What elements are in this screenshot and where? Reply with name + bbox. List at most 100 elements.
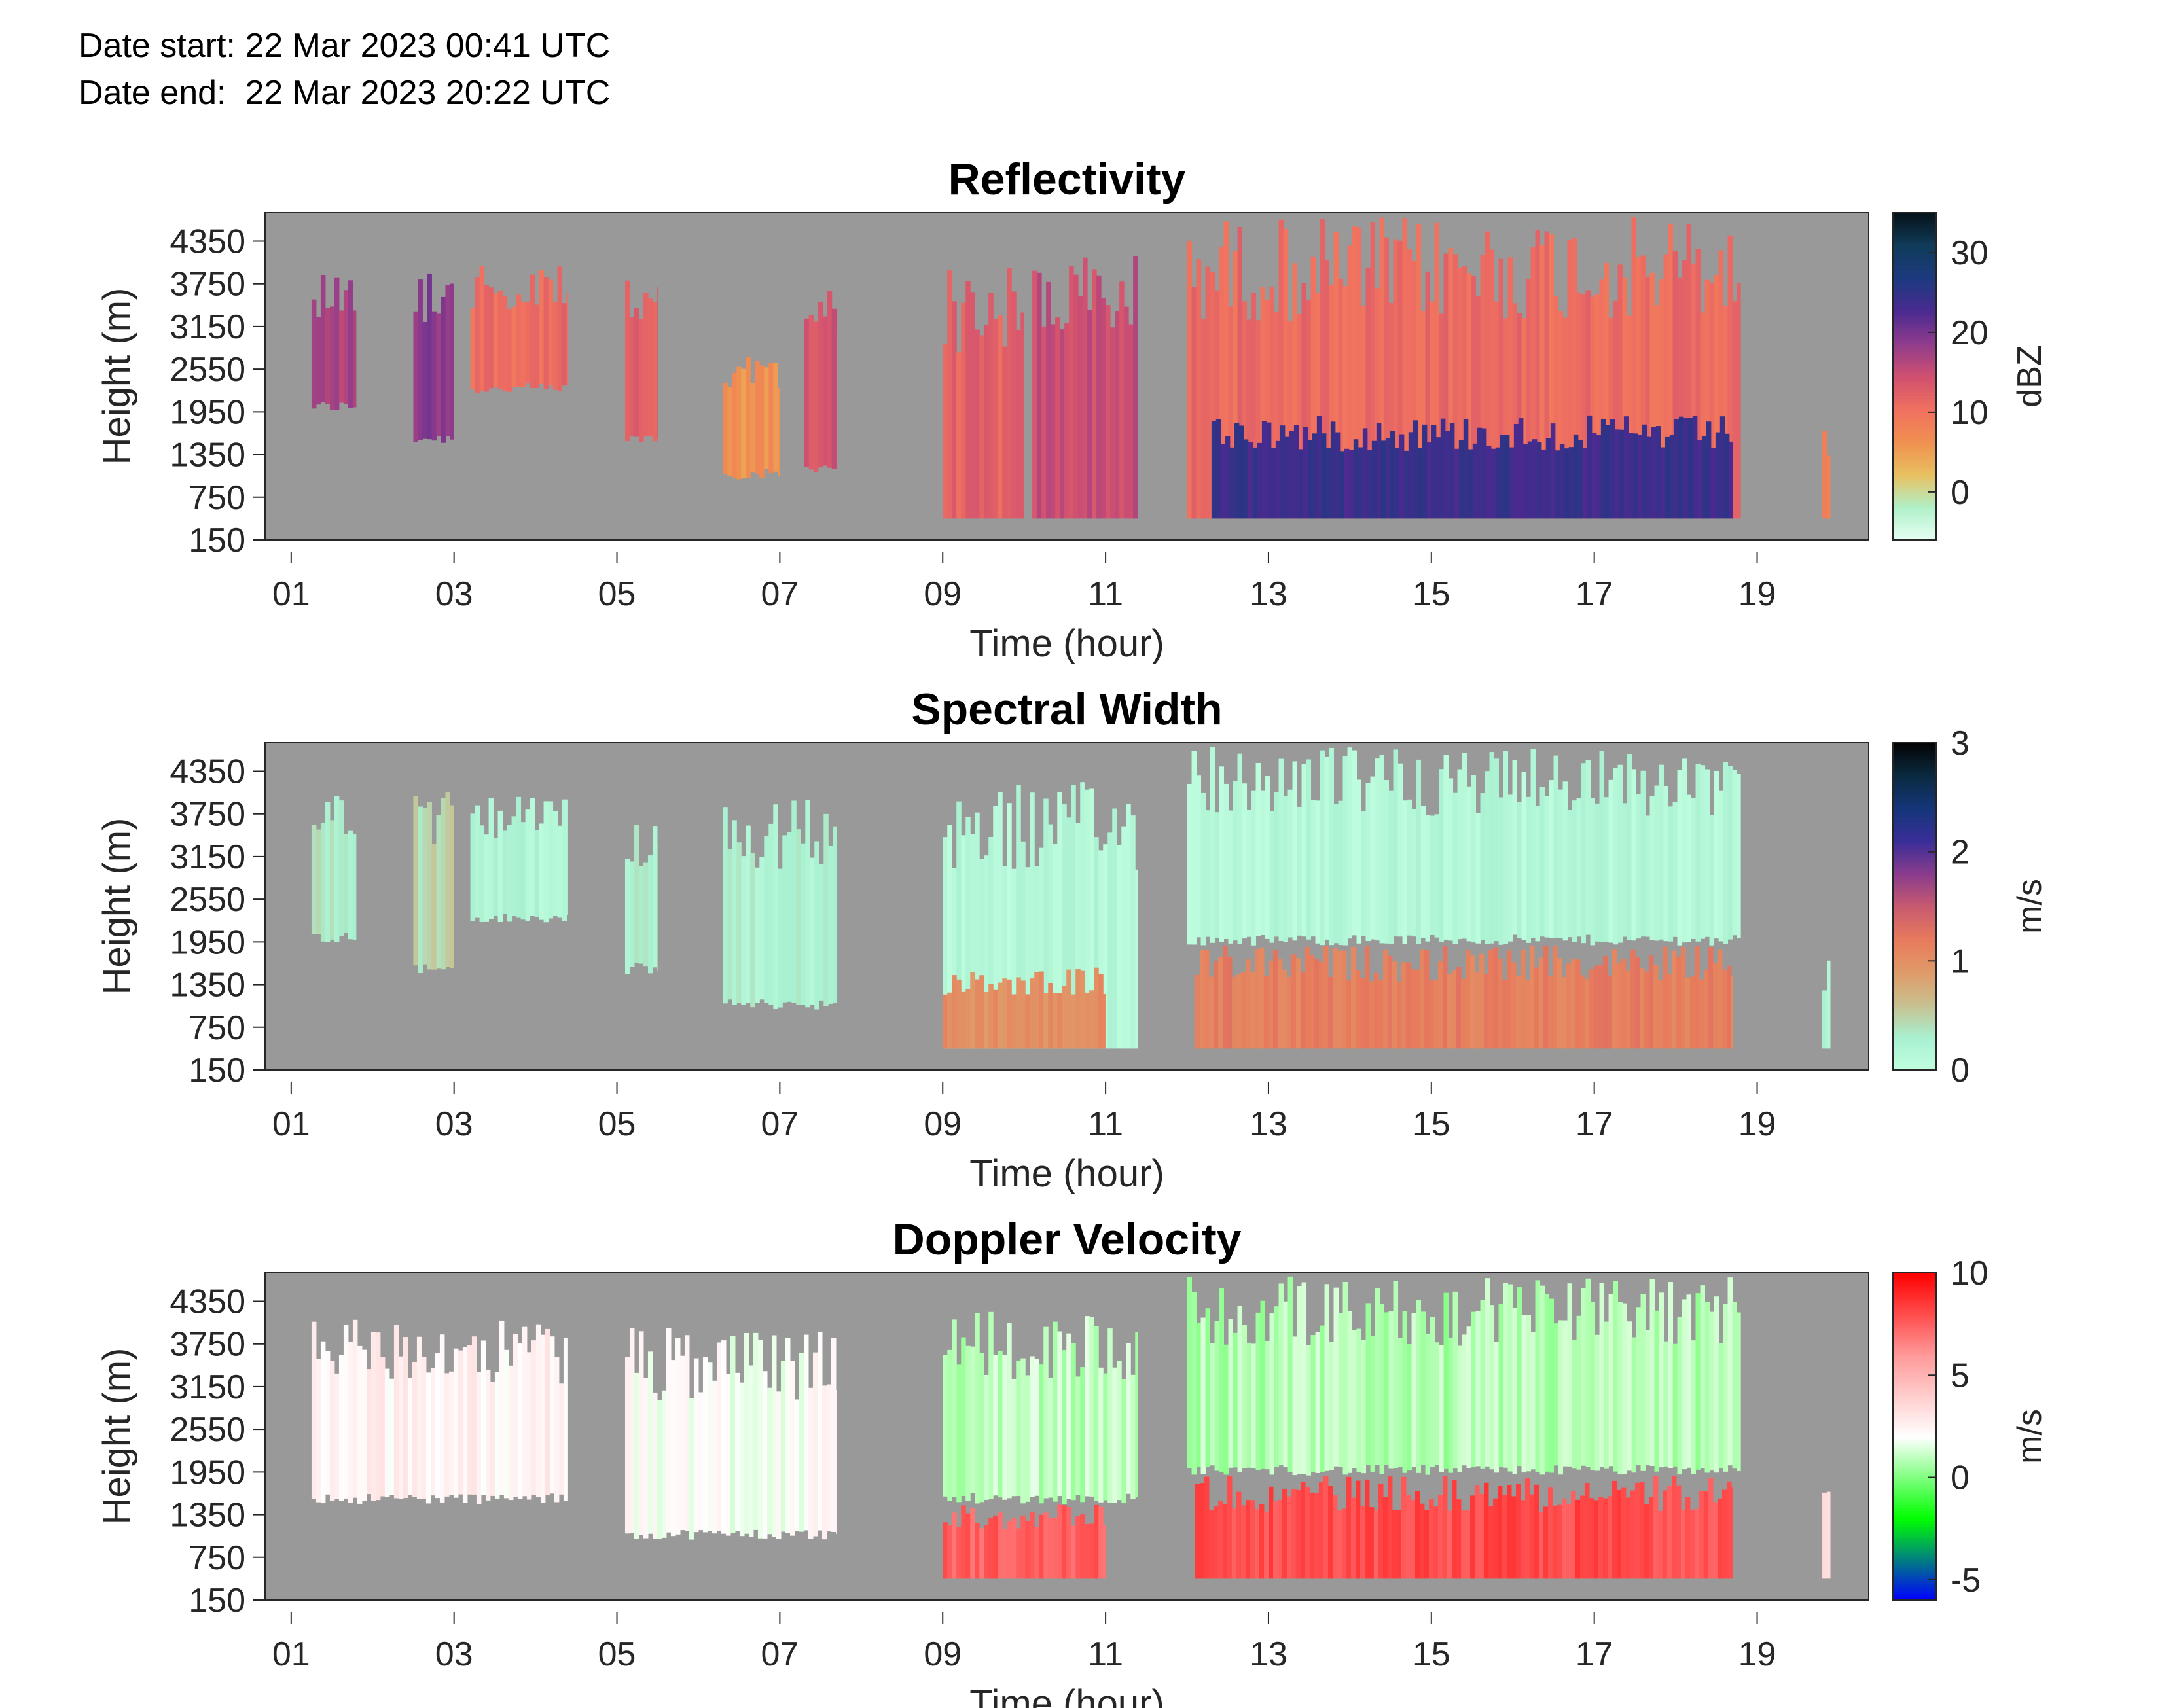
doppler-velocity-ylabel: Height (m) xyxy=(96,1348,138,1525)
spectral-width-xtick-label: 15 xyxy=(1413,1105,1450,1143)
doppler-velocity-xtick-label: 03 xyxy=(435,1635,473,1673)
reflectivity-ylabel: Height (m) xyxy=(96,288,138,465)
reflectivity-cell-8 xyxy=(1187,217,1741,519)
spectral-width-cell-8 xyxy=(1195,945,1733,1049)
spectral-width-ytick-label: 150 xyxy=(189,1052,245,1090)
reflectivity-cell-5 xyxy=(804,291,837,472)
date-start-label: Date start: 22 Mar 2023 00:41 UTC xyxy=(79,27,611,65)
reflectivity-cell-0 xyxy=(311,274,357,410)
reflectivity-ytick-label: 3150 xyxy=(170,308,245,346)
reflectivity-cells xyxy=(311,217,1831,519)
doppler-velocity-xtick-label: 11 xyxy=(1088,1635,1123,1673)
doppler-velocity-ytick-label: 750 xyxy=(189,1539,245,1577)
doppler-velocity-cell-2 xyxy=(943,1311,1138,1504)
doppler-velocity-colorbar: -5 0 5 10 m/s xyxy=(1892,1254,2049,1601)
reflectivity-colorbar-tick-label: 20 xyxy=(1951,314,1989,352)
doppler-velocity-xtick-label: 13 xyxy=(1250,1635,1287,1673)
spectral-width-colorbar: 0 1 2 3 m/s xyxy=(1892,724,2049,1090)
spectral-width-xtick-label: 11 xyxy=(1088,1105,1123,1143)
spectral-width-cell-1 xyxy=(413,792,454,974)
doppler-velocity-colorbar-tick-label: 10 xyxy=(1951,1254,1989,1292)
reflectivity-cell-4 xyxy=(723,357,780,480)
reflectivity-xtick-label: 05 xyxy=(598,575,636,613)
spectral-width-axes-box xyxy=(264,742,1869,1071)
spectral-width-xtick-label: 07 xyxy=(761,1105,799,1143)
spectral-width-colorbar-label: m/s xyxy=(2011,879,2049,934)
doppler-velocity-xtick-label: 19 xyxy=(1738,1635,1776,1673)
doppler-velocity-xtick-label: 09 xyxy=(924,1635,962,1673)
reflectivity-ytick-label: 3750 xyxy=(170,266,245,304)
reflectivity-colorbar-tick-label: 30 xyxy=(1951,234,1989,272)
spectral-width-ytick-label: 1350 xyxy=(170,967,245,1005)
date-end-label: Date end: 22 Mar 2023 20:22 UTC xyxy=(79,74,611,112)
doppler-velocity-ytick-label: 1950 xyxy=(170,1453,245,1491)
reflectivity-cell-7 xyxy=(1032,256,1138,519)
spectral-width-xlabel: Time (hour) xyxy=(969,1152,1164,1195)
doppler-velocity-ytick-label: 2550 xyxy=(170,1411,245,1449)
spectral-width-xtick-label: 09 xyxy=(924,1105,962,1143)
doppler-velocity-cell-4 xyxy=(1187,1276,1741,1476)
reflectivity-xtick-label: 11 xyxy=(1088,575,1123,613)
reflectivity-ytick-label: 750 xyxy=(189,479,245,517)
reflectivity-cell-10 xyxy=(1822,431,1831,519)
reflectivity-colorbar-tick-label: 10 xyxy=(1951,394,1989,432)
doppler-velocity-ytick-label: 150 xyxy=(189,1582,245,1620)
spectral-width-colorbar-tick-label: 3 xyxy=(1951,724,1970,762)
spectral-width-xtick-label: 05 xyxy=(598,1105,636,1143)
reflectivity-ytick-label: 1350 xyxy=(170,436,245,474)
reflectivity-cell-3 xyxy=(624,280,658,443)
reflectivity-xtick-label: 17 xyxy=(1575,575,1613,613)
spectral-width-cell-0 xyxy=(311,796,357,942)
doppler-velocity-xtick-label: 07 xyxy=(761,1635,799,1673)
doppler-velocity-ytick-label: 3150 xyxy=(170,1368,245,1406)
spectral-width-ytick-label: 3750 xyxy=(170,796,245,834)
reflectivity-title: Reflectivity xyxy=(948,154,1186,204)
reflectivity-xtick-label: 15 xyxy=(1413,575,1450,613)
doppler-velocity-colorbar-tick-label: -5 xyxy=(1951,1561,1981,1599)
spectral-width-xtick-label: 19 xyxy=(1738,1105,1776,1143)
reflectivity-ytick-label: 150 xyxy=(189,522,245,560)
spectral-width-ytick-label: 750 xyxy=(189,1009,245,1047)
spectral-width-ylabel: Height (m) xyxy=(96,818,138,995)
spectral-width-cells xyxy=(311,747,1831,1049)
reflectivity-cell-6 xyxy=(943,268,1024,519)
reflectivity-xtick-label: 03 xyxy=(435,575,473,613)
doppler-velocity-xtick-label: 01 xyxy=(272,1635,310,1673)
reflectivity-xtick-label: 13 xyxy=(1250,575,1287,613)
spectral-width-colorbar-tick-label: 1 xyxy=(1951,942,1970,980)
reflectivity-xtick-label: 09 xyxy=(924,575,962,613)
reflectivity-ytick-label: 2550 xyxy=(170,351,245,389)
doppler-velocity-colorbar-box xyxy=(1892,1272,1937,1601)
spectral-width-colorbar-tick-label: 2 xyxy=(1951,834,1970,872)
doppler-velocity-colorbar-tick-label: 0 xyxy=(1951,1459,1970,1497)
spectral-width-cell-2 xyxy=(470,796,568,923)
spectral-width-ytick-label: 4350 xyxy=(170,753,245,791)
doppler-velocity-ytick-label: 1350 xyxy=(170,1497,245,1535)
spectral-width-colorbar-tick-label: 0 xyxy=(1951,1052,1970,1090)
doppler-velocity-cell-6 xyxy=(1822,1491,1831,1579)
spectral-width-title: Spectral Width xyxy=(911,685,1222,734)
reflectivity-colorbar-label: dBZ xyxy=(2011,345,2049,407)
spectral-width-colorbar-box xyxy=(1892,742,1937,1071)
spectral-width-ytick-label: 2550 xyxy=(170,881,245,919)
spectral-width-ytick-label: 3150 xyxy=(170,838,245,876)
reflectivity-xtick-label: 19 xyxy=(1738,575,1776,613)
reflectivity-ytick-label: 1950 xyxy=(170,393,245,431)
doppler-velocity-colorbar-label: m/s xyxy=(2011,1409,2049,1464)
reflectivity-colorbar-tick-label: 0 xyxy=(1951,474,1970,512)
reflectivity-panel: Reflectivity1507501350195025503150375043… xyxy=(96,154,2049,665)
doppler-velocity-ytick-label: 4350 xyxy=(170,1283,245,1321)
doppler-velocity-xtick-label: 17 xyxy=(1575,1635,1613,1673)
doppler-velocity-ytick-label: 3750 xyxy=(170,1326,245,1364)
spectral-width-xtick-label: 01 xyxy=(272,1105,310,1143)
doppler-velocity-cell-5 xyxy=(1195,1476,1733,1579)
doppler-velocity-axes-box xyxy=(264,1272,1869,1601)
reflectivity-cell-9 xyxy=(1211,415,1733,519)
reflectivity-xtick-label: 01 xyxy=(272,575,310,613)
reflectivity-xtick-label: 07 xyxy=(761,575,799,613)
spectral-width-xtick-label: 13 xyxy=(1250,1105,1287,1143)
doppler-velocity-cell-0 xyxy=(311,1319,568,1504)
spectral-width-cell-3 xyxy=(624,825,658,974)
doppler-velocity-colorbar-tick-label: 5 xyxy=(1951,1357,1970,1395)
